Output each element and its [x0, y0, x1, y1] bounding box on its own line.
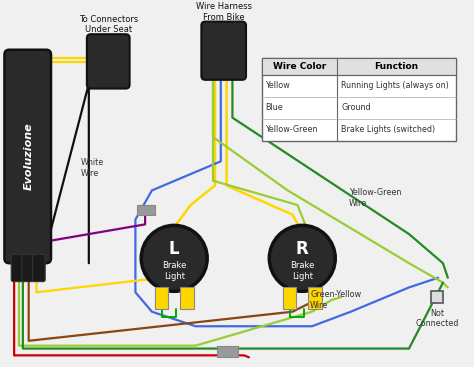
Bar: [262, 58, 456, 141]
Text: Not
Connected: Not Connected: [415, 309, 459, 328]
Text: Wire Harness
From Bike: Wire Harness From Bike: [196, 2, 252, 22]
Text: Yellow-Green
Wire: Yellow-Green Wire: [349, 189, 401, 208]
Text: Brake Lights (switched): Brake Lights (switched): [341, 126, 435, 134]
Text: White
Wire: White Wire: [81, 159, 104, 178]
Text: Ground: Ground: [341, 103, 371, 112]
Text: Brake
Light: Brake Light: [162, 261, 186, 281]
Bar: [137, 205, 155, 215]
Text: Yellow: Yellow: [265, 81, 290, 90]
FancyBboxPatch shape: [201, 22, 246, 80]
Text: Brake
Light: Brake Light: [290, 261, 314, 281]
FancyBboxPatch shape: [11, 254, 24, 281]
Bar: [262, 58, 456, 75]
Text: Function: Function: [374, 62, 419, 71]
Text: L: L: [169, 240, 180, 258]
Circle shape: [141, 225, 207, 291]
Bar: [308, 287, 322, 309]
Text: Evoluzione: Evoluzione: [24, 123, 34, 190]
FancyBboxPatch shape: [4, 50, 51, 263]
Bar: [217, 346, 238, 357]
FancyBboxPatch shape: [33, 254, 45, 281]
FancyBboxPatch shape: [87, 34, 129, 88]
Bar: [180, 287, 193, 309]
Bar: [431, 291, 443, 303]
Bar: [155, 287, 168, 309]
Text: Wire Color: Wire Color: [273, 62, 326, 71]
Text: Blue: Blue: [265, 103, 283, 112]
Text: R: R: [296, 240, 309, 258]
Bar: [283, 287, 296, 309]
Text: Running Lights (always on): Running Lights (always on): [341, 81, 449, 90]
Circle shape: [269, 225, 335, 291]
Text: Yellow-Green: Yellow-Green: [265, 126, 318, 134]
Text: Green-Yellow
Wire: Green-Yellow Wire: [310, 290, 361, 310]
Text: To Connectors
Under Seat: To Connectors Under Seat: [79, 15, 138, 34]
FancyBboxPatch shape: [22, 254, 35, 281]
